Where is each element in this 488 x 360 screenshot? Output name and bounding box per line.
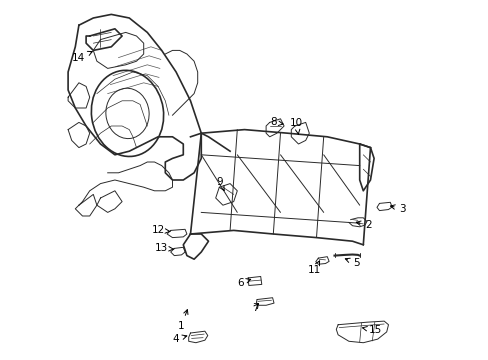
Text: 12: 12 bbox=[151, 225, 170, 235]
Text: 8: 8 bbox=[269, 117, 283, 127]
Text: 11: 11 bbox=[307, 261, 321, 275]
Text: 10: 10 bbox=[289, 118, 303, 134]
Text: 14: 14 bbox=[72, 51, 92, 63]
Text: 1: 1 bbox=[178, 310, 187, 331]
Text: 2: 2 bbox=[356, 220, 371, 230]
Text: 9: 9 bbox=[216, 177, 224, 190]
Text: 13: 13 bbox=[155, 243, 174, 253]
Text: 4: 4 bbox=[172, 334, 186, 344]
Text: 15: 15 bbox=[362, 325, 382, 336]
Text: 7: 7 bbox=[251, 303, 258, 313]
Text: 5: 5 bbox=[345, 258, 359, 268]
Text: 3: 3 bbox=[390, 204, 406, 214]
Text: 6: 6 bbox=[237, 278, 250, 288]
